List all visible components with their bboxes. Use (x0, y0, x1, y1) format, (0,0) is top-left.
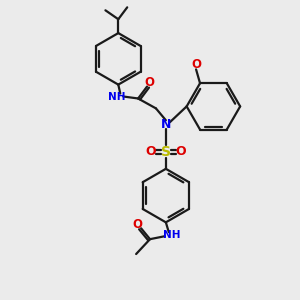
Text: NH: NH (108, 92, 125, 101)
Text: O: O (176, 146, 186, 158)
Text: O: O (132, 218, 142, 231)
Text: NH: NH (163, 230, 181, 240)
Text: O: O (191, 58, 201, 71)
Text: S: S (161, 145, 171, 159)
Text: N: N (161, 118, 171, 131)
Text: O: O (146, 146, 156, 158)
Text: O: O (144, 76, 154, 89)
